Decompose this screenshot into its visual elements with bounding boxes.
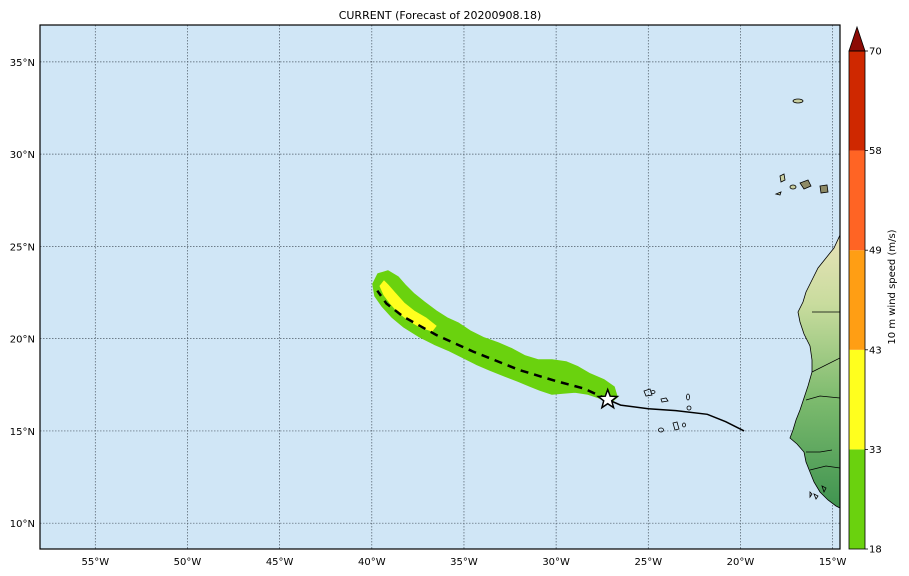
- star-icon: [596, 387, 620, 410]
- colorbar-segment: [849, 349, 865, 450]
- colorbar-tick-label: 49: [869, 246, 882, 257]
- lat-tick-label: 10°N: [10, 519, 35, 530]
- lon-tick-label: 45°W: [266, 557, 294, 568]
- cape-verde-islands: [643, 388, 692, 433]
- map-title: CURRENT (Forecast of 20200908.18): [339, 9, 542, 22]
- canary-islands: [774, 98, 829, 196]
- colorbar-label: 10 m wind speed (m/s): [887, 229, 898, 344]
- lon-tick-label: 55°W: [81, 557, 109, 568]
- wind-swath-18-33: [372, 270, 618, 403]
- colorbar-segment: [849, 150, 865, 251]
- colorbar-segment: [849, 449, 865, 549]
- country-borders: [805, 311, 840, 471]
- colorbar-extend-arrow: [848, 25, 866, 52]
- lon-tick-label: 30°W: [542, 557, 570, 568]
- lat-tick-label: 15°N: [10, 427, 35, 438]
- colorbar-tick-label: 18: [869, 545, 882, 556]
- lon-tick-label: 40°W: [358, 557, 386, 568]
- lat-tick-label: 35°N: [10, 58, 35, 69]
- colorbar-tick-label: 58: [869, 146, 882, 157]
- wind-swath-33-43: [379, 280, 437, 332]
- lon-tick-label: 35°W: [450, 557, 478, 568]
- colorbar-tick-label: 33: [869, 445, 882, 456]
- colorbar-segment: [849, 250, 865, 350]
- colorbar-tick-label: 70: [869, 47, 882, 58]
- lon-tick-label: 50°W: [174, 557, 202, 568]
- lat-tick-label: 30°N: [10, 150, 35, 161]
- wind-speed-colorbar: 18 33 43 49 58 70: [848, 25, 882, 556]
- longitude-tick-labels: 55°W 50°W 45°W 40°W 35°W 30°W 25°W 20°W 15°W: [81, 557, 846, 568]
- latitude-tick-labels: 10°N 15°N 20°N 25°N 30°N 35°N: [10, 58, 35, 530]
- west-africa-coastline: [789, 234, 840, 509]
- lon-tick-label: 25°W: [634, 557, 662, 568]
- lon-tick-label: 15°W: [819, 557, 847, 568]
- observed-track-line: [607, 398, 745, 432]
- lon-tick-label: 20°W: [727, 557, 755, 568]
- map-frame: [39, 24, 841, 550]
- colorbar-tick-label: 43: [869, 345, 882, 356]
- map-ocean: [40, 25, 840, 549]
- forecast-track-line: [376, 289, 609, 401]
- lat-tick-label: 20°N: [10, 335, 35, 346]
- colorbar-segment: [849, 51, 865, 151]
- coastal-islands: [809, 485, 827, 500]
- lat-tick-label: 25°N: [10, 242, 35, 253]
- colorbar-frame: [848, 50, 866, 550]
